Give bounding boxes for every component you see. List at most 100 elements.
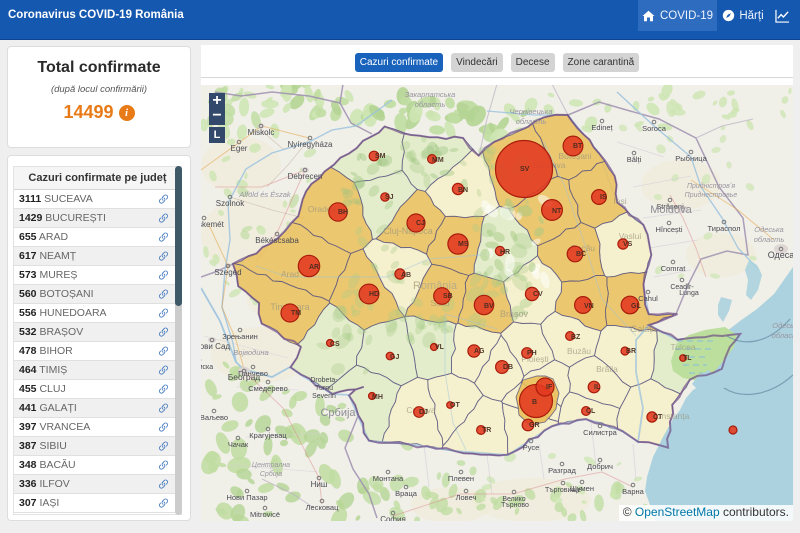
svg-text:DJ: DJ [419,409,428,416]
svg-text:TR: TR [482,427,491,434]
svg-text:Szeged: Szeged [214,268,241,277]
svg-text:Смедерево: Смедерево [248,384,288,393]
svg-text:SM: SM [375,153,386,160]
svg-text:VS: VS [623,241,633,248]
svg-text:VN: VN [584,303,594,310]
svg-text:BZ: BZ [571,334,581,341]
svg-text:BR: BR [626,348,636,355]
svg-text:Galați: Galați [630,324,654,334]
svg-text:Nyíregyháza: Nyíregyháza [288,140,333,149]
svg-text:BV: BV [484,303,494,310]
svg-text:Kecskemét: Kecskemét [201,220,225,229]
svg-text:область: область [516,117,547,126]
svg-text:CJ: CJ [416,220,425,227]
svg-text:Szolnok: Szolnok [216,199,245,208]
svg-text:CV: CV [533,291,543,298]
svg-text:Лесковац: Лесковац [306,503,339,512]
svg-text:Strășeni: Strășeni [656,202,684,211]
svg-text:IF: IF [546,384,553,391]
svg-text:Debrecen: Debrecen [288,172,323,181]
svg-text:Русе: Русе [523,443,540,452]
svg-text:Ловеч: Ловеч [456,493,477,502]
svg-text:Moldova: Moldova [650,204,692,216]
svg-text:BH: BH [338,209,348,216]
svg-text:MH: MH [372,394,383,401]
svg-text:Добрич: Добрич [587,462,613,471]
svg-text:DB: DB [503,364,513,371]
svg-text:Силистра: Силистра [583,428,618,437]
svg-text:Mitrovicë: Mitrovicë [250,510,280,519]
svg-text:Одеса: Одеса [768,250,793,260]
svg-text:PH: PH [527,350,537,357]
svg-text:Воjводина: Воjводина [233,348,268,357]
svg-text:IL: IL [594,384,601,391]
svg-text:Edineț: Edineț [591,123,613,132]
svg-text:Cahul: Cahul [638,294,658,303]
svg-text:Чачак: Чачак [228,440,249,449]
svg-text:область: область [415,100,446,109]
svg-text:Нови Сад: Нови Сад [201,342,230,351]
svg-text:Панчево: Панчево [238,369,268,378]
svg-text:Шумен: Шумен [570,484,594,493]
svg-text:Монтана: Монтана [373,474,404,483]
svg-text:Нови Пазар: Нови Пазар [226,493,267,502]
svg-text:SB: SB [443,293,453,300]
svg-text:Търговище: Търговище [545,487,581,494]
svg-text:MS: MS [458,241,469,248]
svg-text:BN: BN [458,187,468,194]
svg-text:Рыбница: Рыбница [675,154,707,163]
svg-text:Ploiești: Ploiești [521,354,549,364]
svg-text:Чернівецька: Чернівецька [509,107,552,116]
svg-text:Drobeta-: Drobeta- [310,377,338,384]
svg-text:Severin: Severin [312,393,336,400]
svg-text:Търново: Търново [501,502,529,509]
svg-text:Comrat: Comrat [661,264,687,273]
svg-text:SJ: SJ [385,194,394,201]
svg-text:NT: NT [552,208,562,215]
svg-text:MM: MM [432,157,444,164]
svg-text:AG: AG [474,348,485,355]
svg-text:Србиjа: Србиjа [260,470,282,478]
svg-text:AB: AB [401,272,411,279]
svg-text:Oradea: Oradea [308,204,337,214]
svg-text:TL: TL [683,355,692,362]
svg-text:Arad: Arad [281,269,299,279]
svg-text:Одеська: Одеська [772,321,793,330]
svg-text:Централна: Централна [252,462,290,469]
svg-text:Варна: Варна [622,487,644,496]
svg-text:CT: CT [653,414,663,421]
svg-text:София: София [380,515,406,521]
svg-text:Alföld és Észak: Alföld és Észak [238,190,292,199]
svg-text:SV: SV [520,166,530,173]
svg-text:Разград: Разград [548,466,576,475]
svg-text:TM: TM [291,310,301,317]
svg-text:BC: BC [576,251,586,258]
svg-text:CS: CS [330,341,340,348]
svg-text:OT: OT [450,402,460,409]
svg-text:Brăila: Brăila [596,364,618,374]
svg-text:Bălți: Bălți [627,155,642,164]
svg-text:HR: HR [500,249,510,256]
svg-text:область: область [754,235,785,244]
svg-text:GL: GL [631,303,641,310]
svg-text:CL: CL [586,408,596,415]
svg-text:GR: GR [529,422,540,429]
svg-text:Lunga: Lunga [679,290,699,297]
svg-text:Brașov: Brașov [500,309,529,319]
svg-text:Србија: Србија [320,407,356,419]
svg-text:Придністровʼя: Придністровʼя [687,182,735,190]
svg-text:Cluj-Napoca: Cluj-Napoca [383,226,433,236]
svg-text:Одеська: Одеська [754,225,783,234]
svg-text:B: B [532,399,537,406]
svg-text:Тираспол: Тираспол [708,224,741,233]
svg-text:Tulcea: Tulcea [670,342,695,352]
svg-text:Eger: Eger [231,144,248,153]
svg-text:область: область [772,331,793,340]
svg-text:Зрењанин: Зрењанин [222,332,258,341]
svg-text:Велико: Велико [502,496,525,503]
svg-text:Iași: Iași [613,196,626,206]
svg-text:BT: BT [573,143,583,150]
svg-text:HD: HD [369,291,379,298]
svg-text:Плевен: Плевен [448,474,474,483]
svg-text:Београд: Београд [228,372,261,382]
